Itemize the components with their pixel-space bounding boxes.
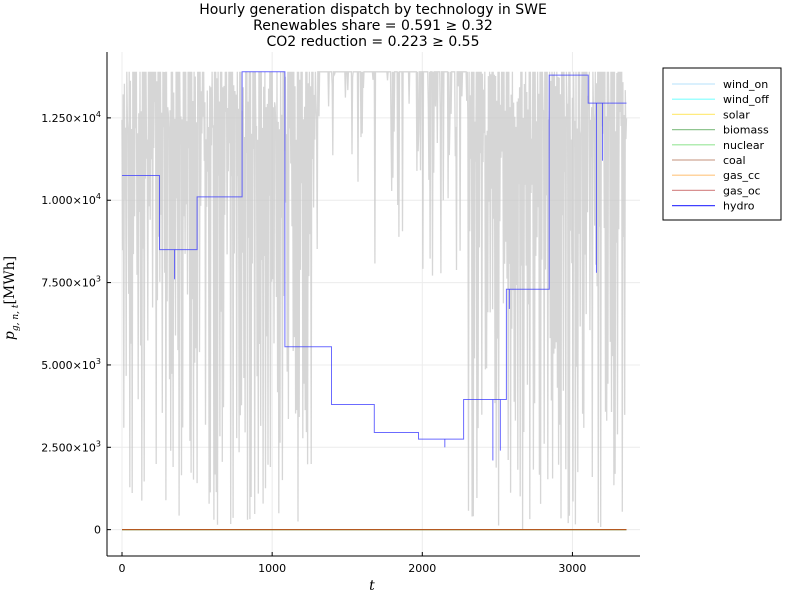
gray-series <box>121 71 628 530</box>
axes <box>106 52 640 557</box>
y-tick-mantissa: 5.000×10 <box>41 359 96 372</box>
svg-text:pg, n, t[MWh]: pg, n, t[MWh] <box>2 256 21 340</box>
y-tick-label: 0 <box>94 524 101 537</box>
x-tick-label: 3000 <box>558 562 586 575</box>
y-tick-mantissa: 1.250×10 <box>41 112 96 125</box>
y-tick-label: 7.500×103 <box>41 275 101 290</box>
legend-label-wind-on: wind_on <box>723 78 768 91</box>
y-tick-mantissa: 7.500×10 <box>41 277 96 290</box>
legend-box <box>662 67 782 221</box>
legend-label-gas-oc: gas_oc <box>723 184 761 197</box>
legend-label-biomass: biomass <box>723 124 769 137</box>
chart-subtitle-co2: CO2 reduction = 0.223 ≥ 0.55 <box>266 34 479 50</box>
legend-label-coal: coal <box>723 154 746 167</box>
y-tick-label: 1.250×104 <box>41 110 101 125</box>
y-tick-label: 2.500×103 <box>41 439 101 454</box>
y-tick-exponent: 4 <box>96 110 101 119</box>
gray-dispatch-line <box>121 71 628 530</box>
y-tick-exponent: 3 <box>96 275 101 284</box>
y-tick-label: 1.000×104 <box>41 192 101 207</box>
y-tick-exponent: 4 <box>96 192 101 201</box>
tick-labels: 0 1000 2000 300002.500×1035.000×1037.500×10… <box>41 110 586 575</box>
y-tick-exponent: 3 <box>96 439 101 448</box>
legend-label-nuclear: nuclear <box>723 139 765 152</box>
y-tick-mantissa: 1.000×10 <box>41 194 96 207</box>
y-tick-label: 5.000×103 <box>41 357 101 372</box>
legend-label-hydro: hydro <box>723 200 755 213</box>
x-tick-label: 0 <box>119 562 126 575</box>
y-tick-mantissa: 0 <box>94 524 101 537</box>
legend-label-wind-off: wind_off <box>723 93 769 106</box>
hydro-line <box>122 71 627 440</box>
y-axis-label-main: p <box>2 331 18 340</box>
y-axis-label: pg, n, t[MWh] <box>2 256 21 340</box>
y-axis-label-unit: [MWh] <box>2 256 18 305</box>
x-tick-label: 1000 <box>258 562 286 575</box>
x-axis-label: t <box>369 578 375 594</box>
x-tick-label: 2000 <box>408 562 436 575</box>
chart-subtitle-renewables: Renewables share = 0.591 ≥ 0.32 <box>253 18 493 34</box>
hydro-series <box>122 71 627 461</box>
y-tick-exponent: 3 <box>96 357 101 366</box>
y-axis-label-subscript: g, n, t <box>11 304 21 331</box>
legend-label-solar: solar <box>723 108 750 121</box>
legend-label-gas-cc: gas_cc <box>723 169 760 182</box>
chart-title: Hourly generation dispatch by technology… <box>199 2 547 18</box>
y-tick-mantissa: 2.500×10 <box>41 441 96 454</box>
